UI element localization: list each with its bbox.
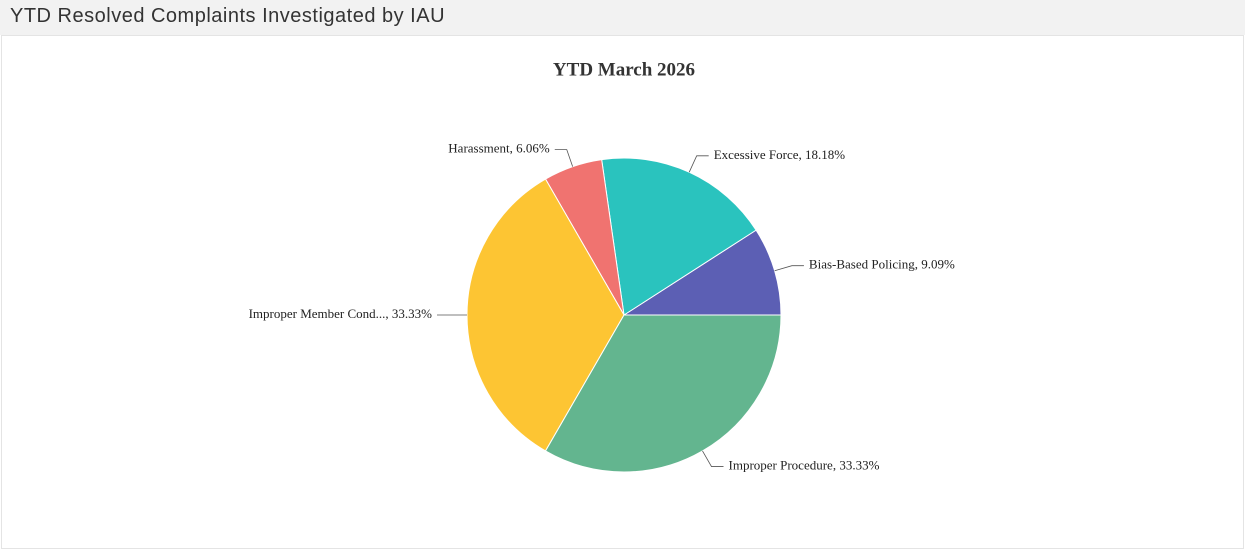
- pie-slice: [622, 229, 782, 316]
- leader-line: [774, 265, 804, 272]
- slice-label: Improper Member Cond..., 33.33%: [249, 306, 433, 321]
- slice-label: Bias-Based Policing, 9.09%: [809, 257, 955, 272]
- leader-line: [688, 155, 709, 173]
- slice-label: Harassment, 6.06%: [448, 141, 550, 156]
- header-title: YTD Resolved Complaints Investigated by …: [10, 5, 446, 27]
- slice-label: Improper Procedure, 33.33%: [729, 458, 880, 473]
- slice-label: Excessive Force, 18.18%: [714, 147, 846, 162]
- header: YTD Resolved Complaints Investigated by …: [0, 0, 1245, 35]
- chart-title: YTD March 2026: [553, 59, 695, 80]
- leader-line: [554, 149, 574, 167]
- leader-line: [702, 450, 724, 467]
